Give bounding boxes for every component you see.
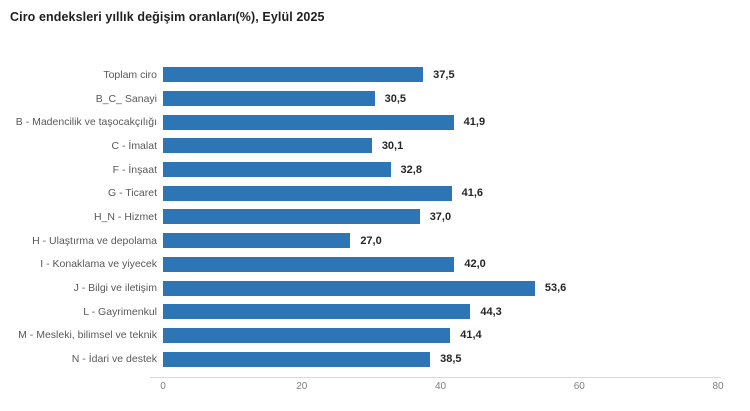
category-label-text: B_C_ Sanayi [95, 92, 157, 105]
x-tick-label: 40 [434, 381, 447, 392]
category-label-text: B - Madencilik ve taşocakçılığı [15, 116, 157, 129]
bar [163, 256, 455, 272]
value-label: 53,6 [544, 282, 567, 295]
bar-row: N - İdari ve destek 38,5 [0, 347, 718, 371]
category-label: M - Mesleki, bilimsel ve teknik [0, 329, 163, 341]
bar-row: F - İnşaat 32,8 [0, 158, 718, 182]
value-label: 37,0 [429, 210, 452, 223]
value-label: 38,5 [440, 353, 462, 366]
category-label: F - İnşaat [0, 164, 163, 176]
bar-row: Toplam ciro 37,5 [0, 63, 718, 87]
category-label: J - Bilgi ve iletişim [0, 282, 163, 294]
category-label: C - İmalat [0, 140, 163, 152]
x-tick-label: 80 [712, 381, 724, 392]
bar [163, 185, 452, 201]
category-label-text: F - İnşaat [112, 163, 157, 176]
bar-row: B - Madencilik ve taşocakçılığı 41,9 [0, 110, 718, 134]
category-label-text: I - Konaklama ve yiyecek [40, 258, 157, 271]
category-label-text: M - Mesleki, bilimsel ve teknik [18, 329, 157, 342]
bar-track: 41,6 [163, 185, 718, 201]
category-label: L - Gayrimenkul [0, 306, 163, 318]
bar-track: 38,5 [163, 351, 718, 367]
value-label: 41,9 [463, 116, 486, 129]
x-tick-label: 60 [573, 381, 585, 392]
bar-row: J - Bilgi ve iletişim 53,6 [0, 276, 718, 300]
bar-track: 27,0 [163, 233, 718, 249]
bar [163, 114, 454, 130]
bar-track: 30,1 [163, 138, 718, 154]
category-label: Toplam ciro [0, 69, 163, 81]
bar [163, 209, 420, 225]
category-label-text: H - Ulaştırma ve depolama [32, 234, 157, 247]
bar-track: 53,6 [163, 280, 718, 296]
bar [163, 351, 431, 367]
x-tick-label: 20 [296, 381, 308, 392]
bar-track: 41,4 [163, 327, 718, 343]
bar-row: I - Konaklama ve yiyecek 42,0 [0, 253, 718, 277]
bar-row: B_C_ Sanayi 30,5 [0, 87, 718, 111]
x-axis-line [150, 377, 721, 378]
bar [163, 91, 375, 107]
bar-track: 37,0 [163, 209, 718, 225]
value-label: 37,5 [433, 68, 455, 81]
value-label: 41,6 [461, 187, 484, 200]
bar-rows: Toplam ciro 37,5 B_C_ Sanayi 30,5 B - Madenc… [0, 63, 718, 371]
category-label-text: H_N - Hizmet [93, 210, 157, 223]
category-label-text: J - Bilgi ve iletişim [73, 282, 157, 295]
value-label: 32,8 [400, 163, 422, 176]
value-label: 44,3 [480, 305, 502, 318]
bar [163, 327, 451, 343]
category-label: H_N - Hizmet [0, 211, 163, 223]
category-label: B_C_ Sanayi [0, 93, 163, 105]
bar-row: G - Ticaret 41,6 [0, 181, 718, 205]
bar-row: M - Mesleki, bilimsel ve teknik 41,4 [0, 324, 718, 348]
bar-row: C - İmalat 30,1 [0, 134, 718, 158]
value-label: 41,4 [460, 329, 482, 342]
x-axis-ticks: 0 20 40 60 80 [160, 377, 723, 395]
bar [163, 233, 351, 249]
category-label-text: L - Gayrimenkul [83, 305, 157, 318]
x-tick-label: 0 [160, 381, 166, 392]
category-label-text: G - Ticaret [107, 187, 157, 200]
bar-row: H_N - Hizmet 37,0 [0, 205, 718, 229]
bar [163, 138, 372, 154]
category-label: B - Madencilik ve taşocakçılığı [0, 116, 163, 128]
category-label-text: N - İdari ve destek [71, 353, 157, 366]
bar-track: 42,0 [163, 256, 718, 272]
value-label: 30,5 [384, 92, 407, 105]
bar [163, 304, 471, 320]
bar-track: 30,5 [163, 91, 718, 107]
category-label: H - Ulaştırma ve depolama [0, 235, 163, 247]
value-label: 27,0 [360, 234, 382, 247]
bar-track: 37,5 [163, 67, 718, 83]
value-label: 30,1 [381, 139, 404, 152]
bar-row: H - Ulaştırma ve depolama 27,0 [0, 229, 718, 253]
bar [163, 162, 391, 178]
bar-row: L - Gayrimenkul 44,3 [0, 300, 718, 324]
category-label-text: C - İmalat [111, 139, 157, 152]
category-label: G - Ticaret [0, 187, 163, 199]
category-label: I - Konaklama ve yiyecek [0, 258, 163, 270]
chart-title: Ciro endeksleri yıllık değişim oranları(… [10, 10, 325, 24]
bar-track: 44,3 [163, 304, 718, 320]
category-label-text: Toplam ciro [103, 68, 157, 81]
value-label: 42,0 [464, 258, 486, 271]
x-axis: 0 20 40 60 80 [150, 377, 724, 397]
category-label: N - İdari ve destek [0, 353, 163, 365]
bar [163, 67, 424, 83]
bar-track: 41,9 [163, 114, 718, 130]
bar-track: 32,8 [163, 162, 718, 178]
bar [163, 280, 535, 296]
